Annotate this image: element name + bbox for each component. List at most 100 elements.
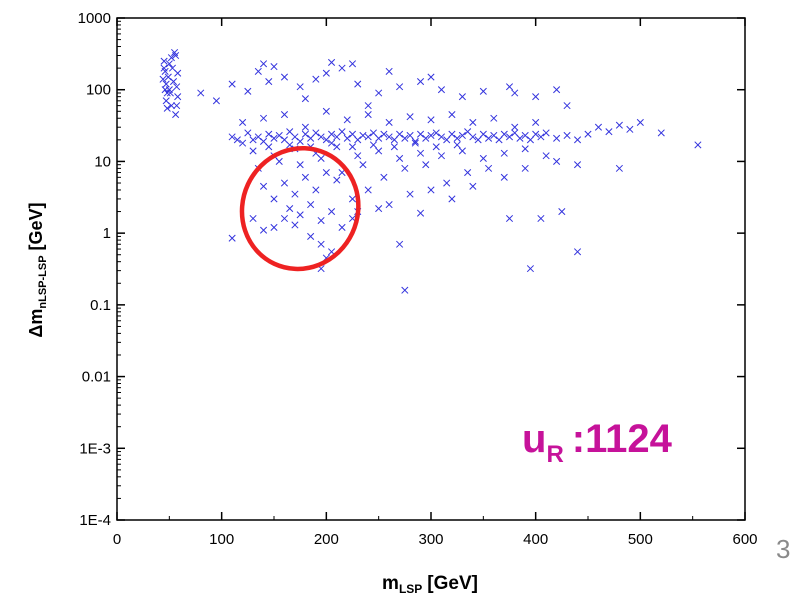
data-point bbox=[553, 157, 561, 165]
data-point bbox=[500, 173, 508, 181]
plot-area-frame bbox=[116, 17, 746, 521]
data-point bbox=[500, 130, 508, 138]
data-point bbox=[354, 152, 362, 160]
data-point bbox=[396, 240, 404, 248]
data-point bbox=[307, 232, 315, 240]
data-point bbox=[532, 130, 540, 138]
data-point bbox=[239, 139, 247, 147]
y-tick-label: 1E-3 bbox=[79, 440, 111, 457]
data-point bbox=[453, 141, 461, 149]
data-point bbox=[354, 80, 362, 88]
data-point bbox=[427, 116, 435, 124]
data-point bbox=[160, 64, 168, 72]
data-point bbox=[573, 136, 582, 144]
data-point bbox=[275, 131, 283, 140]
data-point bbox=[448, 111, 456, 119]
data-point bbox=[573, 161, 582, 169]
data-point bbox=[312, 129, 320, 137]
data-point bbox=[615, 164, 623, 172]
x-tick-label: 300 bbox=[418, 531, 443, 548]
data-point bbox=[375, 205, 383, 213]
data-point bbox=[359, 161, 367, 169]
data-point bbox=[375, 89, 383, 97]
x-tick-label: 600 bbox=[732, 531, 757, 548]
y-tick-label: 1E-4 bbox=[79, 512, 111, 529]
data-point bbox=[532, 93, 540, 101]
data-point bbox=[265, 77, 273, 86]
data-point bbox=[526, 136, 534, 144]
data-point bbox=[432, 129, 440, 137]
data-point bbox=[532, 118, 540, 126]
data-point bbox=[443, 179, 451, 187]
data-point bbox=[427, 73, 435, 81]
data-point bbox=[422, 134, 430, 142]
data-point bbox=[244, 87, 252, 95]
data-point bbox=[636, 118, 644, 126]
x-axis: 0 100 200 300 400 500 600 bbox=[113, 18, 758, 548]
data-point bbox=[396, 130, 404, 138]
data-point bbox=[301, 95, 309, 103]
data-point bbox=[333, 143, 341, 151]
data-point bbox=[490, 131, 498, 140]
data-point bbox=[453, 134, 461, 142]
data-point bbox=[161, 86, 169, 94]
data-point bbox=[416, 130, 425, 138]
data-point bbox=[338, 64, 346, 72]
data-point bbox=[317, 240, 325, 248]
data-point bbox=[166, 89, 174, 97]
data-point bbox=[174, 69, 182, 77]
data-point bbox=[354, 136, 362, 144]
data-point bbox=[542, 129, 550, 137]
data-point bbox=[328, 58, 336, 67]
data-point bbox=[458, 147, 466, 155]
data-point bbox=[160, 57, 168, 65]
data-point bbox=[364, 102, 372, 110]
data-point bbox=[380, 173, 388, 181]
data-point bbox=[343, 116, 351, 124]
data-point bbox=[511, 89, 519, 97]
data-point bbox=[348, 130, 357, 138]
data-point bbox=[228, 133, 236, 141]
data-point bbox=[563, 131, 571, 140]
data-point bbox=[275, 157, 283, 165]
data-point bbox=[249, 136, 257, 144]
data-point bbox=[296, 83, 304, 91]
data-point bbox=[233, 136, 241, 144]
data-point bbox=[505, 83, 514, 91]
data-point bbox=[270, 223, 278, 232]
data-point bbox=[432, 143, 440, 151]
data-point bbox=[364, 186, 372, 194]
y-axis-title-main: Δm bbox=[26, 309, 46, 338]
data-point bbox=[317, 133, 325, 141]
data-point bbox=[239, 118, 247, 126]
data-point bbox=[307, 201, 315, 209]
data-point bbox=[328, 208, 336, 216]
data-point bbox=[385, 67, 393, 75]
data-point bbox=[406, 113, 414, 121]
data-point bbox=[328, 139, 336, 147]
data-point bbox=[265, 130, 273, 138]
data-point bbox=[172, 111, 180, 119]
data-point bbox=[469, 118, 477, 126]
data-point bbox=[174, 93, 182, 101]
data-point bbox=[270, 195, 278, 203]
data-point bbox=[317, 154, 325, 163]
data-point bbox=[322, 168, 330, 177]
data-point bbox=[169, 77, 178, 86]
data-point bbox=[348, 60, 357, 68]
data-point bbox=[390, 136, 398, 144]
y-axis-title-unit: [GeV] bbox=[26, 202, 46, 250]
data-point bbox=[416, 77, 425, 86]
data-point bbox=[291, 190, 299, 198]
data-point bbox=[280, 179, 289, 187]
data-point bbox=[464, 168, 472, 177]
highlight-ellipse bbox=[239, 145, 361, 272]
y-tick-label: 1000 bbox=[78, 10, 111, 27]
data-point bbox=[553, 134, 561, 142]
data-point bbox=[165, 60, 173, 68]
data-point bbox=[228, 80, 236, 88]
data-point bbox=[437, 133, 446, 141]
data-point bbox=[485, 134, 493, 142]
data-point bbox=[280, 214, 289, 223]
data-point bbox=[521, 145, 529, 153]
